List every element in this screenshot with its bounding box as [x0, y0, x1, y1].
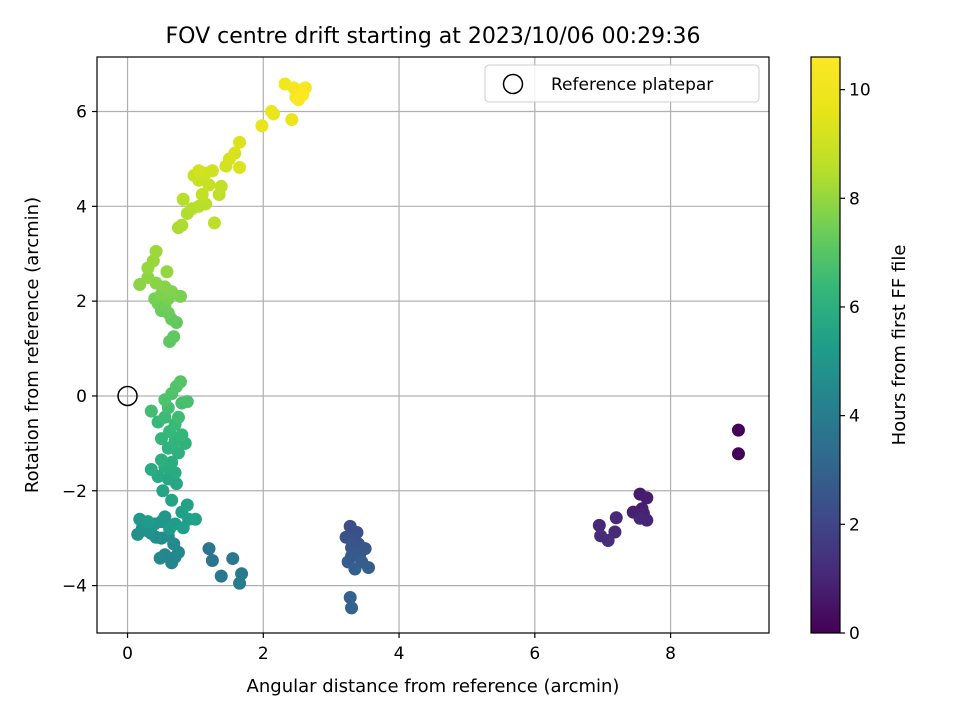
- data-point: [175, 428, 189, 442]
- data-point: [633, 511, 647, 525]
- data-point: [141, 515, 155, 529]
- data-point: [165, 455, 179, 469]
- data-point: [348, 562, 362, 576]
- data-point: [188, 512, 202, 526]
- colorbar-tick-label: 4: [849, 407, 860, 427]
- data-point: [192, 164, 206, 178]
- colorbar-tick-label: 0: [849, 624, 860, 644]
- legend-entry-label: Reference platepar: [551, 75, 713, 95]
- data-point: [149, 244, 163, 258]
- data-point: [180, 395, 194, 409]
- data-point: [233, 135, 247, 149]
- x-tick-label: 2: [258, 644, 269, 664]
- data-point: [233, 160, 247, 174]
- data-point: [173, 375, 187, 389]
- colorbar-tick-label: 2: [849, 515, 860, 535]
- data-point: [207, 216, 221, 230]
- data-point: [141, 270, 155, 284]
- data-point: [205, 553, 219, 567]
- data-point: [176, 192, 190, 206]
- y-axis-ticks: −4 −2 0 2 4 6: [62, 103, 97, 597]
- y-tick-label: 4: [76, 197, 87, 217]
- data-point: [601, 534, 615, 548]
- legend-box: [484, 64, 760, 103]
- data-point: [609, 511, 623, 525]
- data-point: [168, 466, 182, 480]
- data-point: [195, 187, 209, 201]
- data-point: [180, 498, 194, 512]
- colorbar-ticks: 0 2 4 6 8 10: [840, 81, 871, 644]
- x-tick-label: 8: [665, 644, 676, 664]
- data-point: [233, 576, 247, 590]
- colorbar-tick-label: 8: [849, 189, 860, 209]
- data-point: [154, 453, 168, 467]
- data-point: [228, 146, 242, 160]
- colorbar-tick-label: 10: [849, 81, 871, 101]
- data-point: [226, 552, 240, 566]
- data-point: [175, 218, 189, 232]
- data-point: [255, 119, 269, 133]
- data-point: [205, 164, 219, 178]
- reference-point: [117, 385, 138, 407]
- data-point: [343, 590, 357, 604]
- grid-lines: [97, 57, 769, 633]
- reference-platepar-marker: [117, 385, 138, 407]
- data-point: [640, 491, 654, 505]
- data-point: [165, 493, 179, 507]
- data-point: [731, 447, 745, 461]
- data-point: [264, 105, 278, 119]
- data-point: [153, 551, 167, 565]
- data-point: [285, 113, 299, 127]
- y-tick-label: 6: [76, 103, 87, 123]
- plot-frame: [96, 56, 770, 634]
- x-tick-label: 4: [394, 644, 405, 664]
- colorbar: 0 2 4 6 8 10 Hours from first FF file: [810, 56, 910, 644]
- y-tick-label: 2: [76, 292, 87, 312]
- data-point: [345, 601, 359, 615]
- y-tick-label: −2: [62, 482, 87, 502]
- data-point: [214, 569, 228, 583]
- data-point: [171, 410, 185, 424]
- y-tick-label: −4: [62, 577, 87, 597]
- colorbar-frame: [810, 56, 841, 634]
- data-point: [292, 93, 306, 107]
- legend: Reference platepar: [484, 64, 760, 103]
- data-point: [362, 561, 376, 575]
- data-point: [160, 265, 174, 279]
- x-axis-ticks: 0 2 4 6 8: [122, 633, 676, 664]
- data-point: [214, 179, 228, 193]
- legend-open-circle-icon: [502, 73, 524, 95]
- data-point: [156, 484, 170, 498]
- x-tick-label: 6: [529, 644, 540, 664]
- data-point: [592, 518, 606, 532]
- x-tick-label: 0: [122, 644, 133, 664]
- y-tick-label: 0: [76, 387, 87, 407]
- data-point: [167, 330, 181, 344]
- data-points: [131, 77, 745, 615]
- y-axis-label: Rotation from reference (arcmin): [22, 197, 43, 493]
- x-axis-label: Angular distance from reference (arcmin): [247, 676, 620, 697]
- data-point: [144, 462, 158, 476]
- colorbar-tick-label: 6: [849, 298, 860, 318]
- data-point: [144, 404, 158, 418]
- data-point: [171, 446, 185, 460]
- data-point: [731, 423, 745, 437]
- colorbar-gradient: [811, 57, 840, 633]
- data-point: [202, 542, 216, 556]
- data-point: [202, 178, 216, 192]
- colorbar-label: Hours from first FF file: [889, 245, 910, 446]
- chart-title: FOV centre drift starting at 2023/10/06 …: [166, 24, 701, 49]
- data-point: [158, 510, 172, 524]
